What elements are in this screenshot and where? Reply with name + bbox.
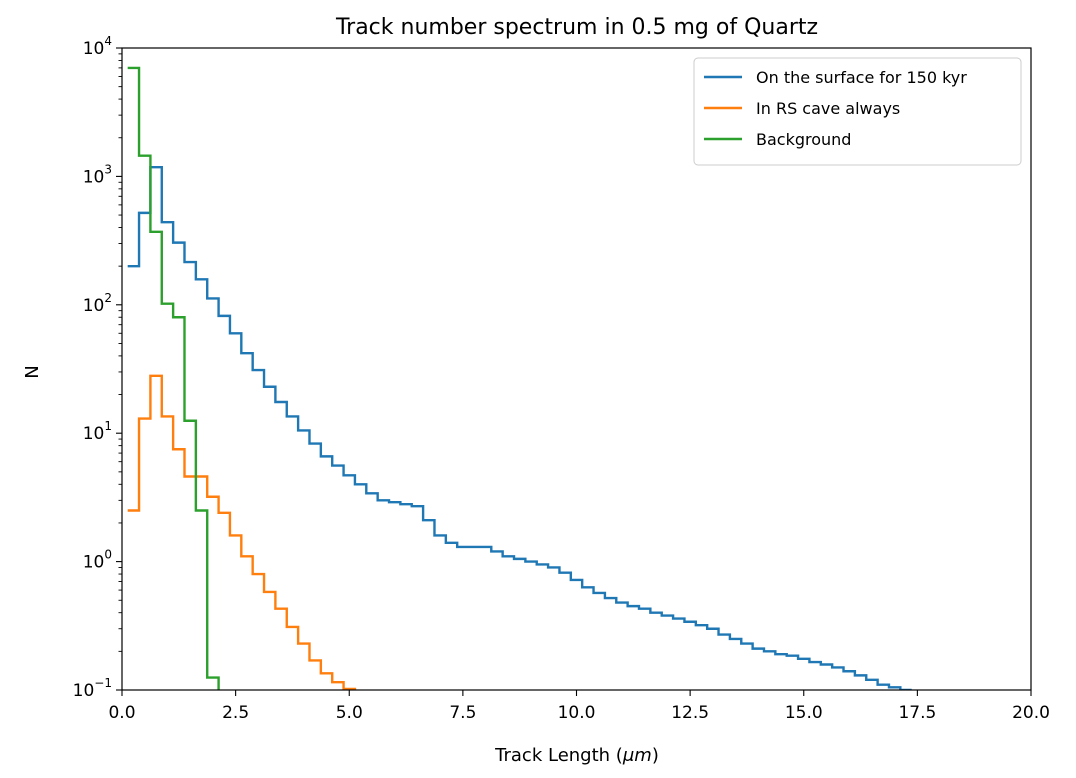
y-tick-label: 100 xyxy=(83,548,112,573)
series-line-0 xyxy=(127,165,912,690)
legend-label: In RS cave always xyxy=(756,99,900,118)
x-tick-label: 7.5 xyxy=(449,703,476,723)
x-tick-label: 0.0 xyxy=(108,703,135,723)
chart-title: Track number spectrum in 0.5 mg of Quart… xyxy=(335,15,818,40)
series-line-1 xyxy=(127,374,357,690)
y-tick-label: 104 xyxy=(83,34,112,59)
x-axis: 0.0 2.5 5.0 7.5 10.0 12.5 15.0 17.5 20.0 xyxy=(108,690,1050,723)
x-tick-label: 12.5 xyxy=(671,703,709,723)
x-tick-label: 2.5 xyxy=(222,703,249,723)
x-tick-label: 20.0 xyxy=(1012,703,1050,723)
legend-label: On the surface for 150 kyr xyxy=(756,68,967,87)
x-tick-label: 15.0 xyxy=(785,703,823,723)
x-axis-label-prefix: Track Length ( xyxy=(494,745,623,766)
y-tick-label: 103 xyxy=(83,162,112,187)
legend-box xyxy=(693,57,1022,166)
x-tick-label: 17.5 xyxy=(898,703,936,723)
y-axis-label: N xyxy=(22,365,43,378)
x-axis-label: Track Length (μm) xyxy=(494,745,659,766)
x-axis-label-unit: μm xyxy=(622,745,652,766)
x-tick-label: 10.0 xyxy=(558,703,596,723)
x-axis-label-suffix: ) xyxy=(652,745,659,766)
x-tick-label: 5.0 xyxy=(336,703,363,723)
y-tick-label: 101 xyxy=(83,419,112,444)
y-axis: 10−1 100 101 102 103 104 xyxy=(73,34,122,701)
legend: On the surface for 150 kyr In RS cave alw… xyxy=(693,57,1022,166)
y-tick-label: 102 xyxy=(83,291,112,316)
series-layer xyxy=(127,66,912,690)
legend-label: Background xyxy=(756,130,851,149)
y-tick-label: 10−1 xyxy=(73,676,112,701)
series-line-2 xyxy=(127,66,220,690)
